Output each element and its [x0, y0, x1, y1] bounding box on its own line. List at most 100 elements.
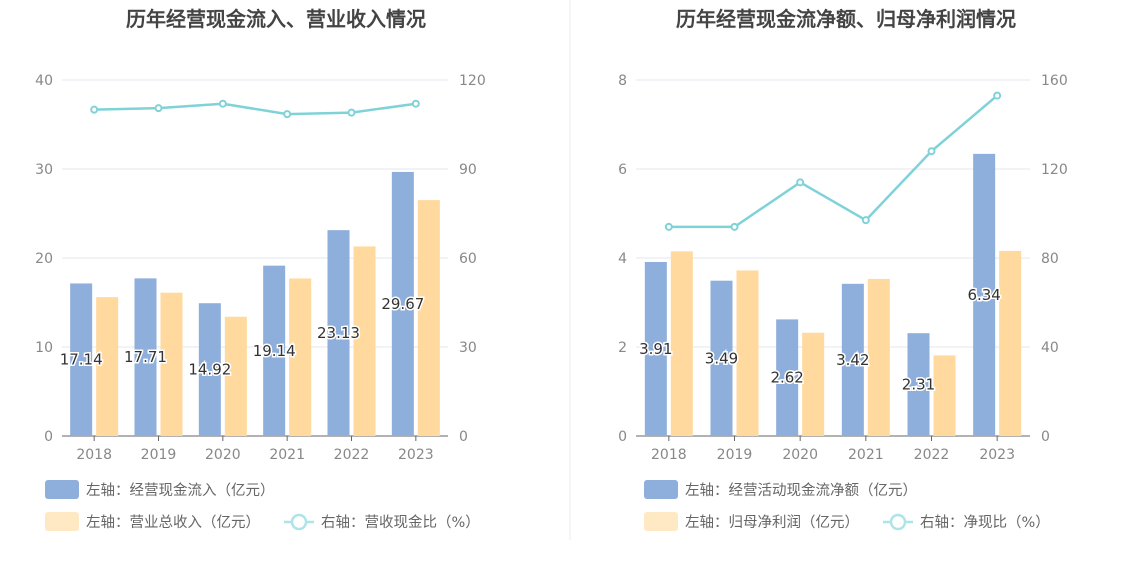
- x-tick-label: 2020: [205, 447, 241, 463]
- bar-data-label: 19.14: [253, 342, 296, 360]
- bar-secondary: [353, 246, 376, 436]
- x-tick-label: 2023: [398, 447, 434, 463]
- y-right-tick-label: 30: [459, 340, 477, 356]
- ratio-line: [668, 94, 998, 229]
- x-tick-label: 2020: [782, 447, 818, 463]
- y-left-tick-label: 40: [35, 73, 53, 89]
- bar-primary: [907, 333, 930, 436]
- ratio-point: [861, 216, 870, 225]
- bar-data-label: 6.34: [967, 286, 1000, 304]
- y-right-tick-label: 80: [1041, 251, 1059, 267]
- bar-primary: [841, 283, 864, 436]
- ratio-point: [993, 91, 1002, 100]
- ratio-point: [154, 104, 163, 113]
- ratio-line: [94, 102, 417, 116]
- bar-primary: [776, 319, 799, 436]
- legend-label-line: 右轴：营收现金比（%）: [321, 514, 480, 531]
- bar-secondary: [670, 251, 693, 436]
- y-left-tick-label: 20: [35, 251, 53, 267]
- x-tick-label: 2021: [269, 447, 305, 463]
- y-right-tick-label: 40: [1041, 340, 1059, 356]
- y-left-tick-label: 8: [618, 73, 627, 89]
- x-tick-label: 2019: [141, 447, 177, 463]
- legend-label-secondary: 左轴：归母净利润（亿元）: [685, 514, 859, 531]
- x-tick-label: 2018: [651, 447, 687, 463]
- y-right-tick-label: 120: [459, 73, 486, 89]
- bar-data-label: 3.91: [639, 340, 672, 358]
- bar-primary: [263, 265, 286, 436]
- x-tick-label: 2022: [334, 447, 370, 463]
- bar-data-label: 17.71: [124, 348, 167, 366]
- bar-data-label: 2.31: [902, 376, 935, 394]
- bar-secondary: [736, 270, 759, 436]
- bar-data-label: 23.13: [317, 324, 360, 342]
- bar-data-label: 3.49: [705, 349, 738, 367]
- x-tick-label: 2018: [76, 447, 112, 463]
- bar-primary: [327, 230, 350, 436]
- bar-data-label: 17.14: [60, 351, 103, 369]
- bar-secondary: [417, 200, 440, 436]
- bar-secondary: [933, 355, 956, 436]
- ratio-point: [927, 147, 936, 156]
- y-right-tick-label: 0: [459, 429, 468, 445]
- legend-swatch-primary[interactable]: [45, 480, 79, 499]
- bar-secondary: [289, 278, 312, 436]
- bar-secondary: [160, 292, 183, 436]
- y-left-tick-label: 2: [618, 340, 627, 356]
- y-left-tick-label: 6: [618, 162, 627, 178]
- bar-primary: [198, 303, 221, 436]
- legend-marker-icon[interactable]: [290, 513, 308, 531]
- y-left-tick-label: 4: [618, 251, 627, 267]
- legend-swatch-primary[interactable]: [644, 480, 678, 499]
- x-tick-label: 2019: [717, 447, 753, 463]
- bar-primary: [134, 278, 157, 436]
- y-left-tick-label: 0: [44, 429, 53, 445]
- y-left-tick-label: 0: [618, 429, 627, 445]
- bar-data-label: 29.67: [381, 295, 424, 313]
- ratio-point: [90, 105, 99, 114]
- bar-primary: [70, 283, 93, 436]
- legend-label-line: 右轴：净现比（%）: [920, 514, 1050, 531]
- chart-panel-1: 历年经营现金流入、营业收入情况 0 10 20 30 40 0 30 60 90 120 2018 20…: [35, 7, 486, 531]
- y-right-tick-label: 0: [1041, 429, 1050, 445]
- ratio-point: [730, 222, 739, 231]
- ratio-point: [664, 222, 673, 231]
- ratio-point: [411, 99, 420, 108]
- ratio-point: [218, 99, 227, 108]
- bar-secondary: [802, 332, 825, 436]
- bar-primary: [391, 171, 414, 436]
- y-right-tick-label: 90: [459, 162, 477, 178]
- bar-data-label: 3.42: [836, 351, 869, 369]
- bar-primary: [644, 262, 667, 436]
- legend-swatch-secondary[interactable]: [644, 512, 678, 531]
- y-right-tick-label: 60: [459, 251, 477, 267]
- bar-secondary: [96, 297, 119, 436]
- y-right-tick-label: 160: [1041, 73, 1068, 89]
- ratio-point: [796, 178, 805, 187]
- ratio-point: [347, 108, 356, 117]
- legend-swatch-secondary[interactable]: [45, 512, 79, 531]
- chart-title: 历年经营现金流净额、归母净利润情况: [676, 7, 1016, 31]
- y-right-tick-label: 120: [1041, 162, 1068, 178]
- bar-secondary: [224, 316, 247, 436]
- x-tick-label: 2021: [848, 447, 884, 463]
- bar-data-label: 14.92: [188, 361, 231, 379]
- legend-label-primary: 左轴：经营活动现金流净额（亿元）: [685, 482, 917, 499]
- bar-secondary: [867, 278, 890, 436]
- chart-title: 历年经营现金流入、营业收入情况: [126, 7, 426, 31]
- legend-marker-icon[interactable]: [889, 513, 907, 531]
- x-tick-label: 2022: [914, 447, 950, 463]
- y-left-tick-label: 30: [35, 162, 53, 178]
- legend-label-secondary: 左轴：营业总收入（亿元）: [86, 514, 260, 531]
- ratio-point: [283, 110, 292, 119]
- y-left-tick-label: 10: [35, 340, 53, 356]
- x-tick-label: 2023: [979, 447, 1015, 463]
- bar-primary: [710, 280, 733, 436]
- bar-secondary: [999, 250, 1022, 436]
- bar-primary: [973, 153, 996, 436]
- bar-data-label: 2.62: [770, 369, 803, 387]
- legend-label-primary: 左轴：经营现金流入（亿元）: [86, 482, 275, 499]
